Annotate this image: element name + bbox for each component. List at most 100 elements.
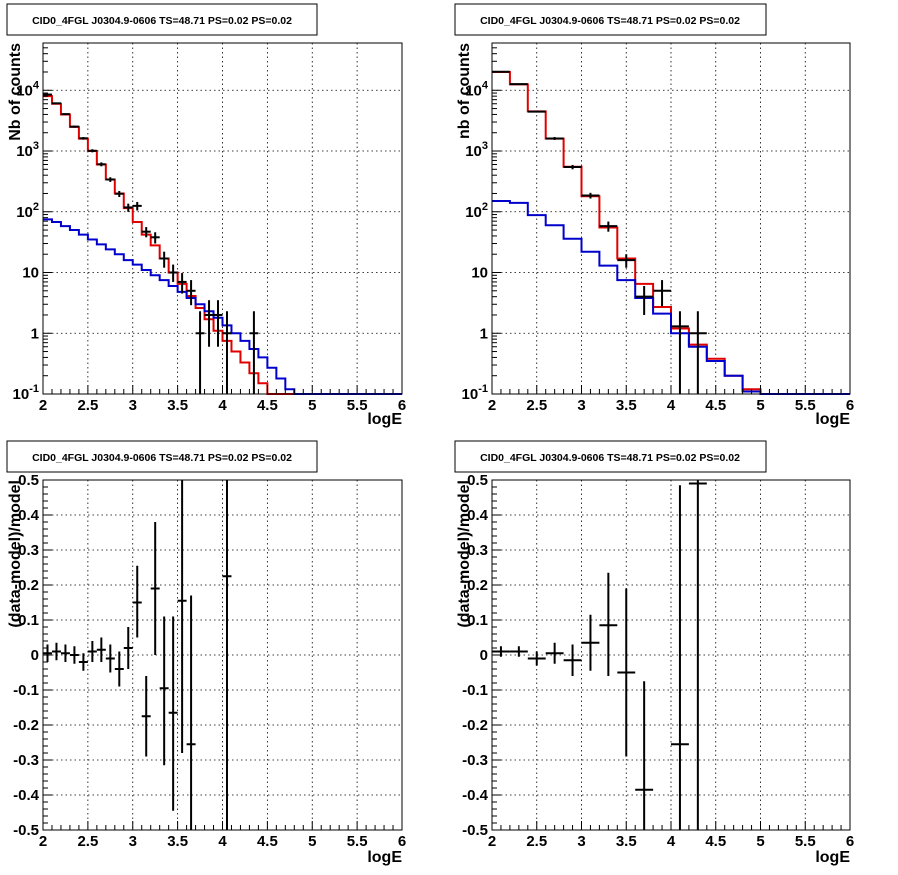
y-tick-label: -0.2 bbox=[462, 717, 488, 734]
data-point bbox=[653, 280, 671, 307]
x-tick-label: 4.5 bbox=[705, 397, 726, 414]
x-axis-label: logE bbox=[815, 849, 850, 866]
x-tick-label: 5.5 bbox=[795, 833, 816, 850]
y-axis-label: nb of counts bbox=[456, 43, 473, 139]
data-point bbox=[177, 273, 187, 294]
x-tick-label: 5 bbox=[756, 397, 764, 414]
data-point bbox=[96, 637, 106, 662]
data-point bbox=[688, 480, 707, 830]
data-point bbox=[195, 311, 205, 394]
data-point bbox=[527, 110, 546, 113]
x-tick-label: 4.5 bbox=[705, 833, 726, 850]
data-point bbox=[635, 285, 654, 315]
x-tick-label: 3.5 bbox=[616, 397, 637, 414]
plot-area: 2 2.5 3 3.5 4 4.5 5 5.5 6 10-1 1 10 102 103 104 bbox=[13, 42, 406, 414]
data-point bbox=[150, 522, 160, 655]
x-axis-label: logE bbox=[367, 849, 402, 866]
data-point bbox=[43, 644, 52, 662]
y-tick-label: -0.3 bbox=[462, 752, 488, 769]
data-point bbox=[105, 177, 115, 182]
x-tick-label: 2.5 bbox=[77, 833, 98, 850]
data-point bbox=[222, 480, 232, 830]
x-tick-label: 2 bbox=[488, 397, 496, 414]
y-tick-label: 102 bbox=[16, 201, 39, 221]
data-point bbox=[617, 588, 636, 757]
x-tick-label: 4.5 bbox=[257, 833, 278, 850]
data-point bbox=[105, 644, 115, 673]
title-box bbox=[454, 3, 767, 36]
data-point bbox=[177, 480, 187, 753]
x-tick-label: 3.5 bbox=[167, 397, 188, 414]
y-tick-label: 0.1 bbox=[467, 612, 488, 629]
data-point bbox=[581, 192, 600, 199]
data-point bbox=[527, 651, 546, 666]
x-tick-label: 5 bbox=[756, 833, 764, 850]
data-point bbox=[635, 681, 654, 830]
y-tick-label: 10-1 bbox=[462, 383, 488, 403]
data-point bbox=[51, 642, 61, 661]
y-tick-label: 102 bbox=[465, 201, 488, 221]
data-point bbox=[581, 614, 600, 671]
x-axis-label: logE bbox=[815, 411, 850, 428]
x-tick-label: 2.5 bbox=[526, 833, 547, 850]
y-tick-label: 0.3 bbox=[467, 542, 488, 559]
y-tick-label: -0.2 bbox=[13, 717, 39, 734]
x-tick-label: 3 bbox=[129, 833, 137, 850]
x-tick-label: 5 bbox=[308, 833, 316, 850]
data-point bbox=[114, 190, 124, 197]
x-tick-label: 3.5 bbox=[616, 833, 637, 850]
data-point bbox=[204, 300, 214, 347]
data-point bbox=[563, 644, 582, 676]
data-point bbox=[114, 651, 124, 687]
y-axis-label: (data-model)/model bbox=[7, 480, 24, 628]
panel-counts-right: CID0_4FGL J0304.9-0606 TS=48.71 PS=0.02 … bbox=[454, 3, 854, 428]
plot-area: 2 2.5 3 3.5 4 4.5 5 5.5 6 10-1 1 10 102 103 104 bbox=[462, 42, 854, 414]
data-point bbox=[168, 616, 178, 811]
data-point bbox=[78, 653, 88, 671]
y-tick-label: 0.1 bbox=[18, 612, 39, 629]
data-point bbox=[141, 676, 151, 757]
x-tick-label: 2 bbox=[39, 397, 47, 414]
y-tick-label: 0.4 bbox=[18, 507, 40, 524]
data-point bbox=[563, 164, 582, 170]
panel-residuals-left: CID0_4FGL J0304.9-0606 TS=48.71 PS=0.02 … bbox=[6, 440, 406, 866]
chart-title: CID0_4FGL J0304.9-0606 TS=48.71 PS=0.02 … bbox=[480, 452, 740, 464]
data-point bbox=[43, 93, 52, 96]
y-tick-label: 0.4 bbox=[467, 507, 489, 524]
data-point bbox=[123, 627, 133, 669]
x-tick-label: 5.5 bbox=[347, 397, 368, 414]
data-point bbox=[249, 311, 259, 394]
data-point bbox=[69, 125, 79, 128]
data-point bbox=[168, 264, 178, 282]
data-point bbox=[213, 300, 223, 347]
x-tick-label: 4 bbox=[667, 397, 676, 414]
data-point bbox=[545, 642, 564, 664]
data-point bbox=[617, 254, 636, 268]
x-tick-label: 2.5 bbox=[526, 397, 547, 414]
data-point bbox=[60, 644, 70, 662]
title-box bbox=[6, 440, 318, 473]
data-point bbox=[222, 311, 232, 394]
y-tick-label: 104 bbox=[16, 79, 40, 99]
x-tick-label: 2 bbox=[39, 833, 47, 850]
x-tick-label: 2.5 bbox=[77, 397, 98, 414]
x-tick-label: 6 bbox=[398, 397, 406, 414]
data-point bbox=[688, 311, 707, 394]
data-point bbox=[671, 485, 689, 830]
y-tick-label: 1 bbox=[31, 325, 39, 342]
data-point bbox=[141, 227, 151, 238]
y-tick-label: -0.4 bbox=[13, 787, 40, 804]
y-tick-label: 104 bbox=[465, 79, 489, 99]
data-point bbox=[159, 616, 169, 766]
data-point bbox=[96, 162, 106, 167]
x-tick-label: 6 bbox=[398, 833, 406, 850]
y-tick-label: 103 bbox=[465, 140, 488, 160]
data-point bbox=[159, 251, 169, 268]
y-tick-label: 0.2 bbox=[467, 577, 488, 594]
y-tick-label: 0.2 bbox=[18, 577, 39, 594]
x-tick-label: 4.5 bbox=[257, 397, 278, 414]
x-tick-label: 3 bbox=[577, 833, 585, 850]
y-tick-label: 10-1 bbox=[13, 383, 39, 403]
data-point bbox=[132, 565, 142, 638]
